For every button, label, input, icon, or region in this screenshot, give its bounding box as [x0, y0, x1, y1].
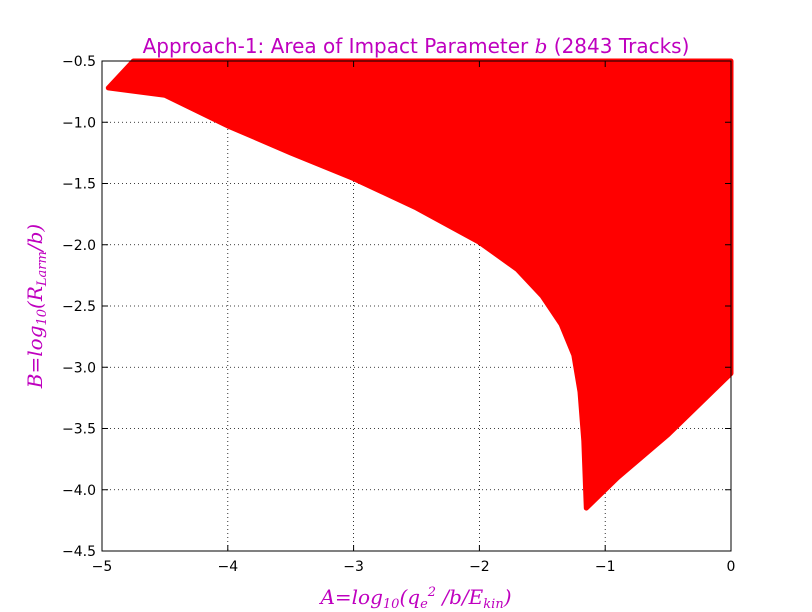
y-tick-label: −3.5 — [62, 422, 96, 438]
y-tick-label: −1.0 — [62, 115, 96, 131]
y-axis-label: B=log10(RLarm/b) — [23, 224, 50, 389]
y-tick-label: −4.5 — [62, 544, 96, 560]
x-tick-label: 0 — [727, 559, 736, 575]
x-tick-label: −3 — [343, 559, 364, 575]
x-tick-label: −2 — [469, 559, 490, 575]
y-tick-label: −0.5 — [62, 54, 96, 70]
y-tick-label: −2.5 — [62, 299, 96, 315]
y-tick-label: −1.5 — [62, 177, 96, 193]
chart-title: Approach-1: Area of Impact Parameter b (… — [143, 34, 690, 58]
y-tick-label: −4.0 — [62, 483, 96, 499]
x-tick-label: −4 — [217, 559, 238, 575]
tick-labels: −5 −4 −3 −2 −1 0 −0.5 −1.0 −1.5 −2.0 −2.5 −3.0 −3.5 −… — [62, 54, 735, 575]
x-tick-label: −1 — [595, 559, 616, 575]
chart-title-prefix: Approach-1: Area of Impact Parameter — [143, 34, 535, 58]
y-tick-label: −2.0 — [62, 238, 96, 254]
y-tick-label: −3.0 — [62, 360, 96, 376]
x-tick-label: −5 — [92, 559, 113, 575]
x-axis-label: A=log10(qe2 /b/Ekin) — [318, 585, 511, 612]
chart-title-suffix: (2843 Tracks) — [547, 34, 689, 58]
data-region — [105, 58, 734, 511]
data-area — [105, 58, 734, 511]
chart-title-variable: b — [535, 34, 548, 58]
ticks — [101, 60, 732, 552]
